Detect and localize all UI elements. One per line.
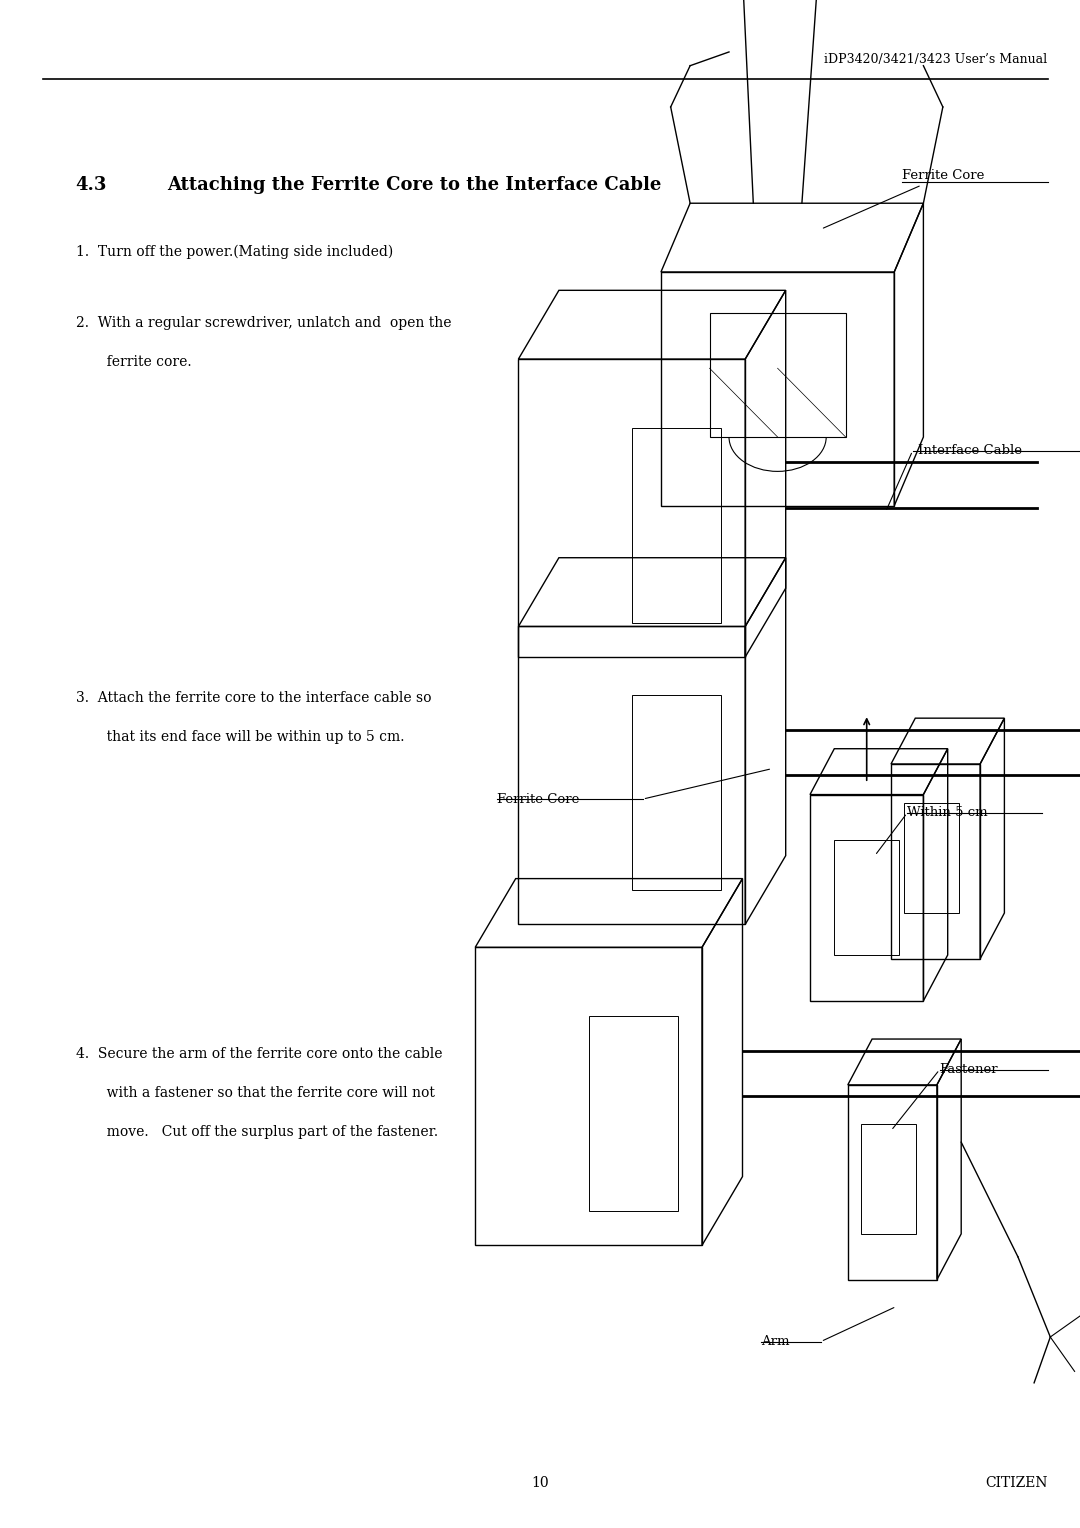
Text: 1.  Turn off the power.(Mating side included): 1. Turn off the power.(Mating side inclu… <box>76 244 393 258</box>
Text: Fastener: Fastener <box>940 1063 998 1076</box>
Text: Arm: Arm <box>761 1335 789 1348</box>
Text: 4.  Secure the arm of the ferrite core onto the cable

       with a fastener so: 4. Secure the arm of the ferrite core on… <box>76 1047 442 1138</box>
Text: CITIZEN: CITIZEN <box>985 1476 1048 1490</box>
Text: Ferrite Core: Ferrite Core <box>497 793 579 805</box>
Text: Interface Cable: Interface Cable <box>918 445 1022 457</box>
Text: Within 5 cm: Within 5 cm <box>907 807 988 819</box>
Text: 3.  Attach the ferrite core to the interface cable so

       that its end face : 3. Attach the ferrite core to the interf… <box>76 691 431 744</box>
Text: Ferrite Core: Ferrite Core <box>823 170 984 228</box>
Text: 4.3: 4.3 <box>76 176 107 194</box>
Text: iDP3420/3421/3423 User’s Manual: iDP3420/3421/3423 User’s Manual <box>824 53 1048 67</box>
Text: 2.  With a regular screwdriver, unlatch and  open the

       ferrite core.: 2. With a regular screwdriver, unlatch a… <box>76 316 451 370</box>
Text: Attaching the Ferrite Core to the Interface Cable: Attaching the Ferrite Core to the Interf… <box>167 176 662 194</box>
Text: 10: 10 <box>531 1476 549 1490</box>
